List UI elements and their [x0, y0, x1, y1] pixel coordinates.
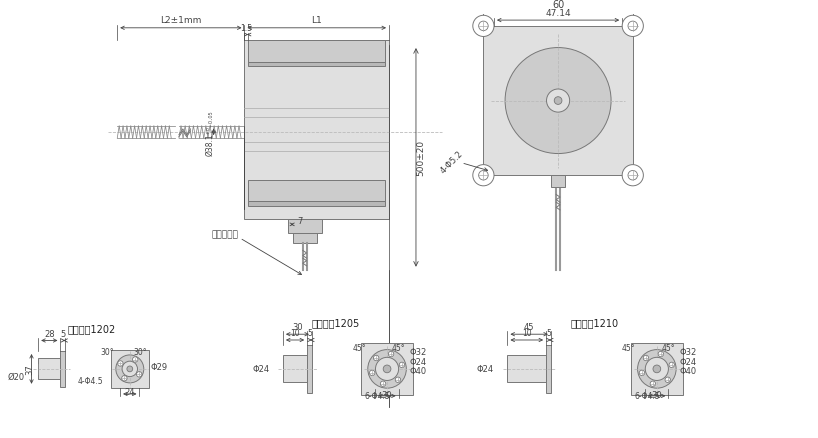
Circle shape: [650, 381, 655, 387]
Text: 4-Φ4.5: 4-Φ4.5: [77, 376, 103, 385]
Text: 30: 30: [651, 390, 662, 399]
Text: Φ24: Φ24: [679, 357, 696, 366]
Circle shape: [645, 357, 668, 381]
Text: 5: 5: [61, 329, 65, 338]
Text: Φ29: Φ29: [151, 363, 169, 371]
Text: 45°: 45°: [353, 343, 366, 353]
Circle shape: [122, 376, 127, 381]
Circle shape: [555, 98, 562, 105]
Bar: [631, 343, 683, 395]
Circle shape: [643, 356, 649, 361]
Circle shape: [622, 16, 644, 37]
Text: 24: 24: [124, 387, 135, 396]
Text: Φ24: Φ24: [477, 364, 494, 374]
Text: 4-Φ5.2: 4-Φ5.2: [438, 149, 465, 175]
Circle shape: [653, 365, 661, 373]
Circle shape: [389, 352, 393, 357]
Circle shape: [637, 350, 676, 388]
Bar: [245, 41, 389, 219]
Text: 45°: 45°: [662, 343, 676, 353]
Circle shape: [395, 377, 401, 383]
Circle shape: [383, 365, 391, 373]
Text: 滚珠螺母1210: 滚珠螺母1210: [570, 317, 618, 327]
Text: 5: 5: [546, 328, 551, 337]
Text: Φ40: Φ40: [679, 367, 696, 375]
Bar: [249, 180, 385, 202]
Bar: [249, 41, 385, 62]
Text: 高柔电缆线: 高柔电缆线: [212, 230, 239, 239]
Text: L2±1mm: L2±1mm: [160, 16, 201, 25]
Text: Φ24: Φ24: [409, 357, 426, 366]
Circle shape: [399, 362, 405, 368]
Circle shape: [473, 165, 494, 187]
Circle shape: [546, 90, 569, 113]
Text: Ø38.1⁺⁰₋₀.₀₅: Ø38.1⁺⁰₋₀.₀₅: [205, 110, 214, 155]
Text: Φ32: Φ32: [409, 347, 426, 356]
Bar: [483, 27, 633, 176]
Text: 30: 30: [382, 390, 393, 399]
Text: L1: L1: [312, 16, 322, 25]
Text: 60: 60: [552, 0, 564, 10]
Bar: [288, 219, 321, 233]
Circle shape: [368, 350, 407, 388]
Bar: [546, 345, 551, 393]
Bar: [110, 350, 149, 388]
Circle shape: [370, 371, 375, 376]
Circle shape: [118, 361, 123, 366]
Text: 45°: 45°: [392, 343, 406, 353]
Text: 45: 45: [524, 322, 534, 332]
Bar: [249, 202, 385, 207]
Bar: [61, 351, 65, 387]
Circle shape: [133, 357, 138, 362]
Text: Φ40: Φ40: [409, 367, 426, 375]
Text: 500±20: 500±20: [416, 140, 425, 176]
Text: 28: 28: [44, 329, 55, 338]
Circle shape: [473, 16, 494, 37]
Text: 30°: 30°: [101, 347, 115, 356]
Circle shape: [122, 361, 137, 377]
Bar: [293, 233, 317, 243]
Circle shape: [639, 371, 645, 376]
Bar: [361, 343, 413, 395]
Circle shape: [622, 165, 644, 187]
Circle shape: [505, 49, 611, 154]
Circle shape: [380, 381, 386, 387]
Text: 45°: 45°: [622, 343, 636, 353]
Circle shape: [127, 366, 133, 372]
Text: 6-Φ4.5: 6-Φ4.5: [635, 392, 660, 400]
Text: Φ24: Φ24: [253, 364, 269, 374]
Circle shape: [665, 377, 671, 383]
Circle shape: [375, 357, 398, 381]
Text: 37: 37: [25, 364, 34, 374]
Circle shape: [658, 352, 663, 357]
Text: 滚珠螺母1205: 滚珠螺母1205: [312, 317, 360, 327]
Text: 10: 10: [522, 328, 532, 337]
Circle shape: [669, 362, 674, 368]
Text: Φ32: Φ32: [679, 347, 696, 356]
Circle shape: [137, 372, 142, 377]
Bar: [507, 356, 546, 382]
Text: 1.5: 1.5: [240, 24, 253, 32]
Bar: [249, 62, 385, 67]
Circle shape: [116, 355, 144, 383]
Text: 30: 30: [292, 322, 303, 332]
Text: 30°: 30°: [133, 347, 147, 356]
Text: 6-Φ4.5: 6-Φ4.5: [365, 392, 390, 400]
Circle shape: [374, 356, 379, 361]
Bar: [307, 345, 312, 393]
Bar: [283, 356, 307, 382]
Text: 47.14: 47.14: [546, 9, 571, 18]
Text: 10: 10: [290, 328, 300, 337]
Text: 7: 7: [298, 216, 303, 226]
Bar: [551, 176, 565, 187]
Text: 滚珠螺母1202: 滚珠螺母1202: [67, 323, 115, 333]
Text: 5: 5: [307, 328, 312, 337]
Text: Ø20: Ø20: [7, 372, 25, 381]
Bar: [38, 358, 61, 380]
